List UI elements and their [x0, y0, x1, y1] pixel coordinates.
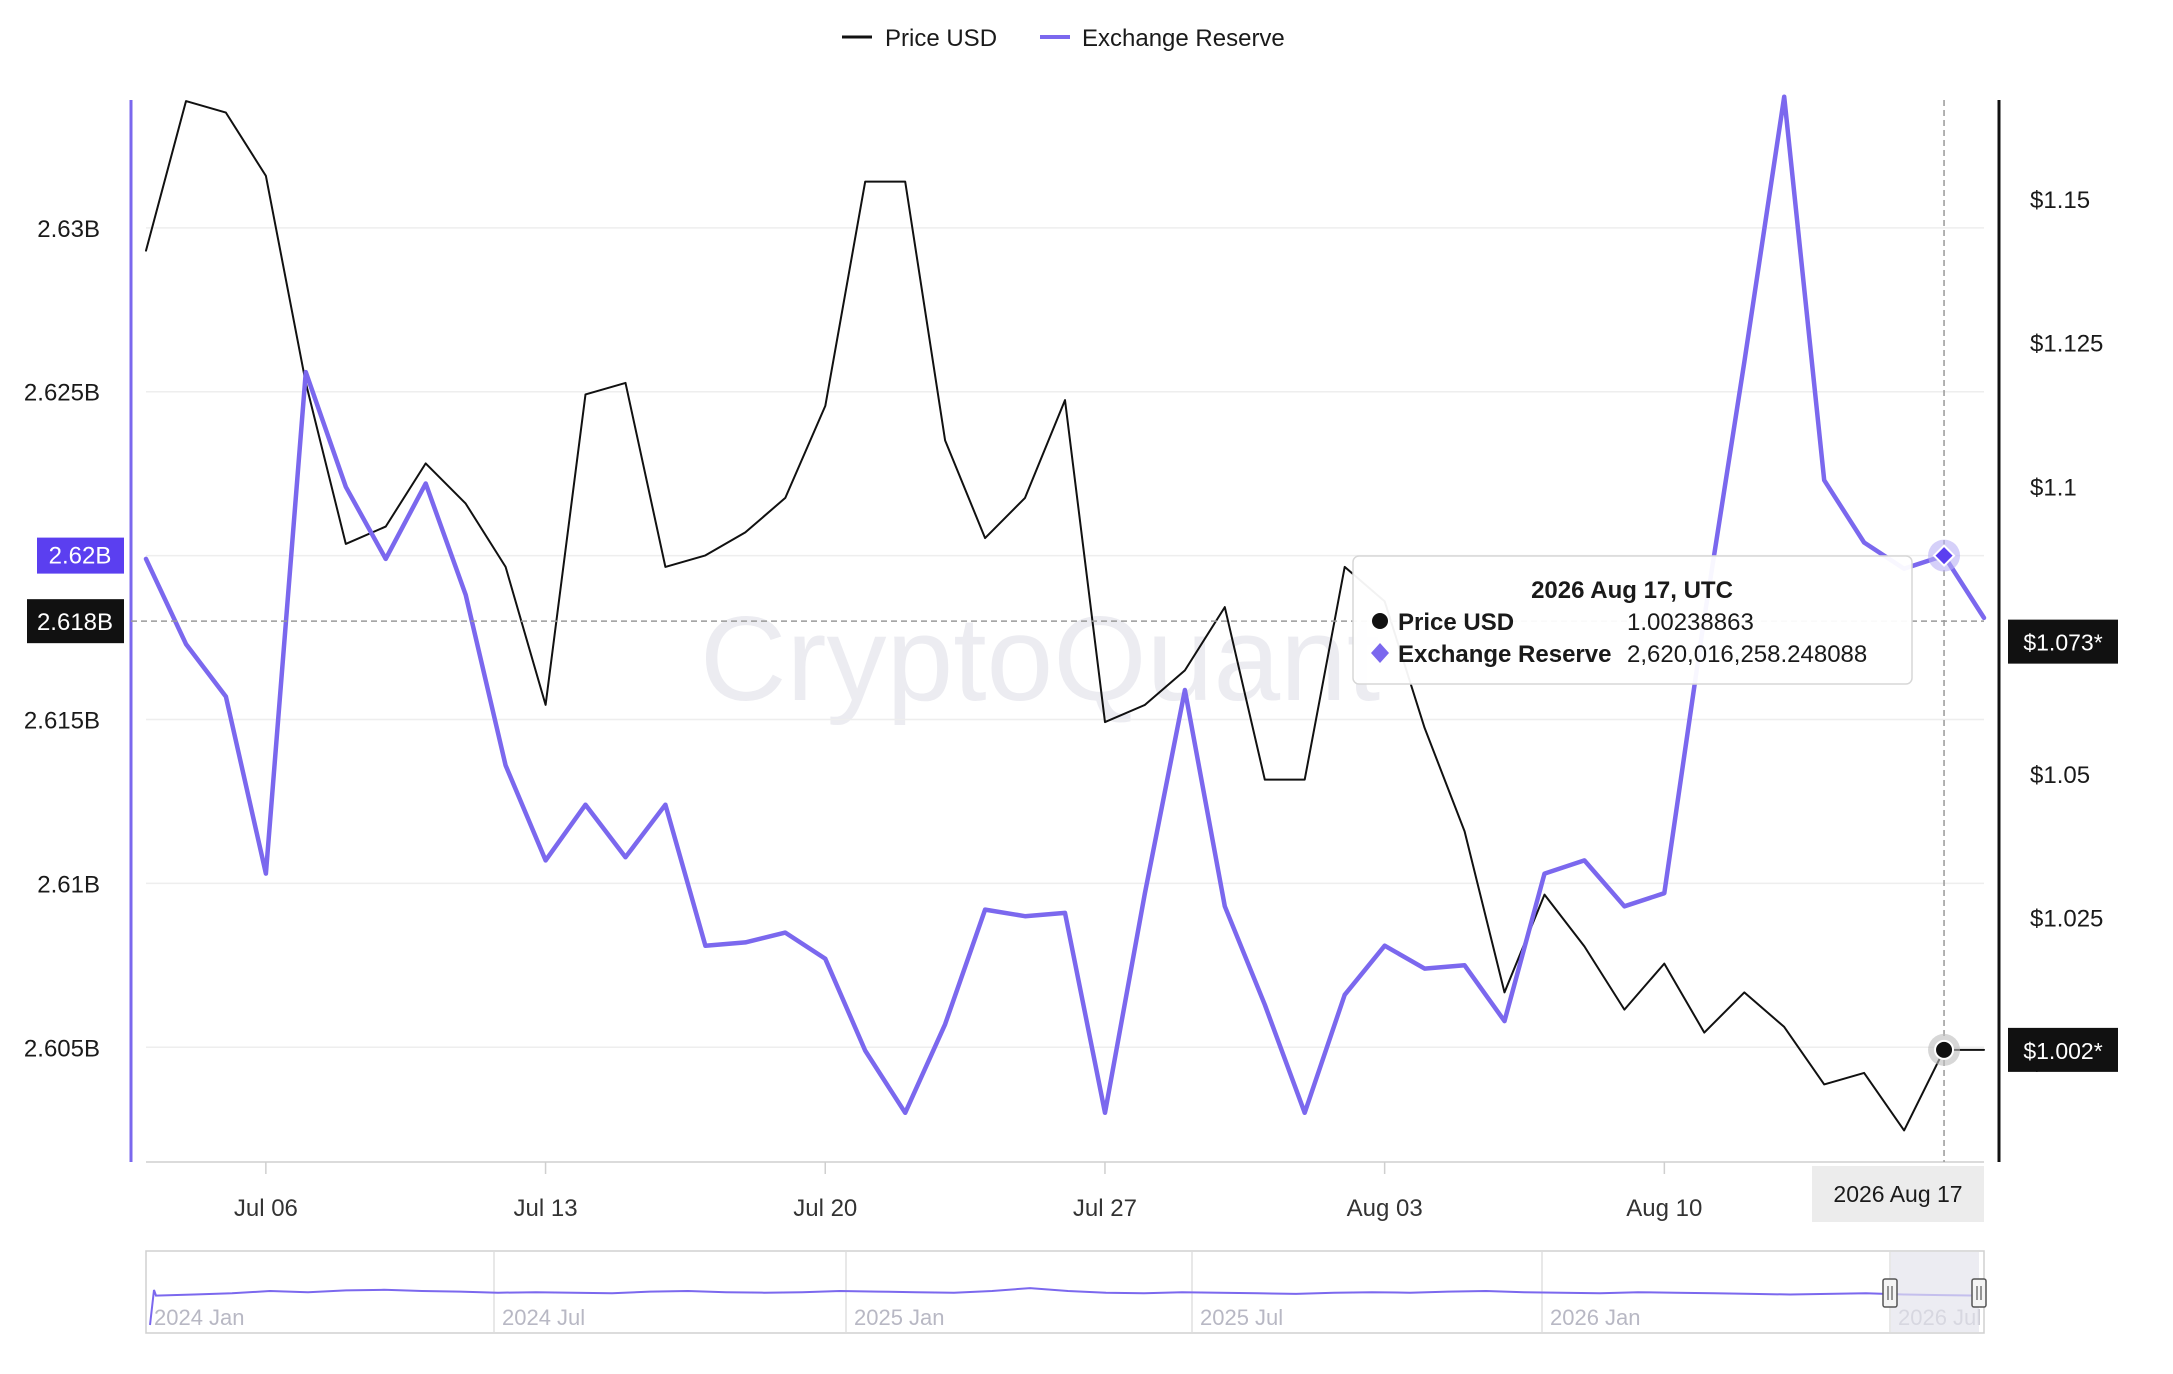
x-tick-label: Jul 27: [1073, 1195, 1137, 1222]
hover-markers: [1928, 539, 1961, 1066]
right-tick-label: $1.15: [2030, 187, 2090, 214]
legend: Price USD Exchange Reserve: [842, 25, 1285, 52]
navigator-label: 2025 Jul: [1200, 1305, 1283, 1330]
legend-price-label: Price USD: [885, 25, 997, 52]
navigator-series-line: [149, 1287, 1981, 1326]
current-right-label-bg: [2008, 1027, 2118, 1072]
exchange-reserve-line: [143, 94, 1987, 1116]
axes: [129, 100, 2001, 1163]
price-usd-line: [145, 100, 1985, 1132]
current-left-label-bg: [37, 537, 124, 574]
date-badge-bg: [1812, 1166, 1984, 1222]
watermark: CryptoQuant: [700, 592, 1380, 726]
x-tick-label: Jul 06: [234, 1195, 298, 1222]
crosshair-left-label-bg: [27, 599, 124, 644]
crosshair-left-label: 2.618B: [37, 609, 113, 636]
legend-reserve-label: Exchange Reserve: [1082, 25, 1285, 52]
navigator-selection[interactable]: [1891, 1252, 1979, 1332]
navigator-label: 2025 Jan: [854, 1305, 945, 1330]
tooltip-title: 2026 Aug 17, UTC: [1531, 577, 1733, 604]
price-hover-marker: [1934, 1039, 1955, 1060]
crosshair-right-label: $1.073*: [2023, 630, 2102, 656]
series: [143, 94, 1987, 1132]
left-tick-label: 2.61B: [37, 871, 100, 898]
left-tick-label: 2.625B: [24, 380, 100, 407]
tooltip-price-marker: [1372, 613, 1388, 629]
crosshair: 2.618B 2.62B $1.073* $1.002*: [27, 100, 2118, 1162]
right-tick-label: $1.025: [2030, 906, 2103, 933]
legend-item-price[interactable]: Price USD: [842, 25, 997, 52]
x-axis-ticks: Jul 06 Jul 13 Jul 20 Jul 27 Aug 03 Aug 10: [234, 1162, 1702, 1222]
left-tick-label: 2.605B: [24, 1035, 100, 1062]
tooltip-reserve-marker: [1371, 643, 1389, 663]
left-tick-label: 2.615B: [24, 708, 100, 735]
navigator-left-handle[interactable]: [1882, 1278, 1898, 1308]
current-right-label: $1.002*: [2023, 1038, 2102, 1064]
right-tick-label: $1.1: [2030, 474, 2077, 501]
tooltip-price-label: Price USD: [1398, 609, 1514, 636]
x-tick-label: Jul 13: [514, 1195, 578, 1222]
navigator-label: 2026 Jan: [1550, 1305, 1641, 1330]
tooltip-reserve-label: Exchange Reserve: [1398, 641, 1611, 668]
tooltip-price-value: 1.00238863: [1627, 609, 1754, 636]
date-badge-text: 2026 Aug 17: [1833, 1181, 1962, 1207]
reserve-hover-marker: [1932, 544, 1956, 568]
x-tick-label: Jul 20: [793, 1195, 857, 1222]
tooltip: 2026 Aug 17, UTC Price USD 1.00238863 Ex…: [1352, 555, 1913, 685]
tooltip-box: [1352, 555, 1913, 685]
left-tick-label: 2.63B: [37, 216, 100, 243]
navigator-label: 2024 Jul: [502, 1305, 585, 1330]
navigator-label: 2024 Jan: [154, 1305, 245, 1330]
x-tick-label: Aug 03: [1347, 1195, 1423, 1222]
date-badge: 2026 Aug 17: [1812, 1166, 1984, 1222]
tooltip-reserve-value: 2,620,016,258.248088: [1627, 641, 1867, 668]
navigator-frame: [145, 1250, 1985, 1334]
right-tick-label: $1.05: [2030, 762, 2090, 789]
legend-item-reserve[interactable]: Exchange Reserve: [1040, 25, 1285, 52]
crosshair-right-label-bg: [2008, 619, 2118, 664]
current-left-label: 2.62B: [49, 543, 112, 570]
navigator[interactable]: 2024 Jan 2024 Jul 2025 Jan 2025 Jul 2026 Jan…: [145, 1250, 1987, 1334]
right-tick-label: $1.125: [2030, 331, 2103, 358]
x-tick-label: Aug 10: [1626, 1195, 1702, 1222]
navigator-right-handle[interactable]: [1971, 1278, 1987, 1308]
